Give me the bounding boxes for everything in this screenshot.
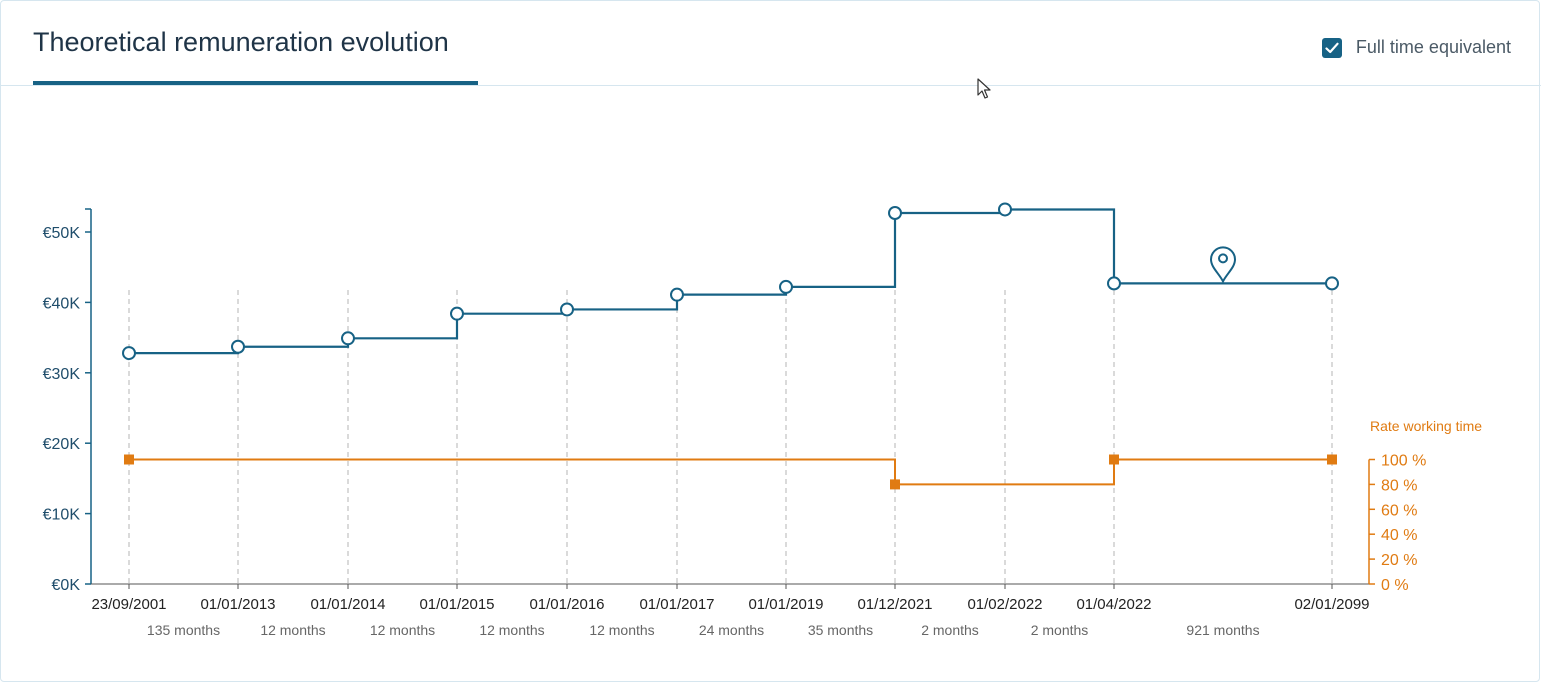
x-tick-label: 01/12/2021 xyxy=(857,596,932,613)
x-tick-label: 01/01/2014 xyxy=(310,596,385,613)
x-tick-label: 01/04/2022 xyxy=(1076,596,1151,613)
duration-label: 12 months xyxy=(260,622,325,638)
remuneration-point xyxy=(1107,276,1121,291)
duration-label: 12 months xyxy=(370,622,435,638)
duration-label: 921 months xyxy=(1186,622,1259,638)
right-tick-label: 0 % xyxy=(1381,577,1409,594)
remuneration-point xyxy=(670,287,684,302)
right-tick-label: 100 % xyxy=(1381,453,1426,470)
y-tick-label: €0K xyxy=(52,577,81,594)
duration-label: 35 months xyxy=(808,622,873,638)
y-tick-label: €40K xyxy=(43,295,81,312)
duration-label: 2 months xyxy=(921,622,979,638)
y-tick-label: €20K xyxy=(43,436,81,453)
remuneration-point xyxy=(998,202,1012,217)
location-pin-icon xyxy=(1209,246,1237,284)
checkmark-icon xyxy=(1325,42,1339,53)
fte-label: Full time equivalent xyxy=(1355,37,1511,57)
x-tick-label: 01/01/2017 xyxy=(639,596,714,613)
remuneration-point xyxy=(888,205,902,220)
right-tick-label: 20 % xyxy=(1381,552,1417,569)
duration-label: 12 months xyxy=(589,622,654,638)
remuneration-point xyxy=(341,331,355,346)
right-axis-title: Rate working time xyxy=(1370,418,1482,434)
y-tick-label: €50K xyxy=(43,225,81,242)
right-tick-label: 80 % xyxy=(1381,477,1417,494)
rate-point xyxy=(890,479,900,490)
remuneration-line xyxy=(129,208,1332,355)
rate-point xyxy=(1327,454,1337,465)
x-tick-label: 01/02/2022 xyxy=(967,596,1042,613)
duration-label: 135 months xyxy=(147,622,220,638)
page-title: Theoretical remuneration evolution xyxy=(33,27,449,57)
right-tick-label: 40 % xyxy=(1381,527,1417,544)
right-tick-label: 60 % xyxy=(1381,502,1417,519)
remuneration-point xyxy=(122,346,136,361)
mouse-cursor-icon xyxy=(977,78,991,99)
fte-toggle[interactable]: Full time equivalent xyxy=(1321,37,1511,58)
remuneration-point xyxy=(1325,276,1339,291)
x-tick-label: 01/01/2019 xyxy=(748,596,823,613)
x-tick-label: 01/01/2016 xyxy=(529,596,604,613)
y-tick-label: €30K xyxy=(43,366,81,383)
duration-label: 2 months xyxy=(1031,622,1089,638)
title-underline xyxy=(33,81,478,85)
y-tick-label: €10K xyxy=(43,507,81,524)
x-tick-label: 23/09/2001 xyxy=(91,596,166,613)
rate-point xyxy=(1109,454,1119,465)
x-tick-label: 01/01/2015 xyxy=(419,596,494,613)
rate-line xyxy=(129,458,1332,486)
fte-checkbox[interactable] xyxy=(1321,37,1342,58)
location-pin-dot xyxy=(1218,253,1228,264)
remuneration-point xyxy=(779,279,793,294)
x-tick-label: 01/01/2013 xyxy=(200,596,275,613)
remuneration-point xyxy=(231,339,245,354)
remuneration-point xyxy=(560,302,574,317)
remuneration-point xyxy=(450,306,464,321)
x-tick-label: 02/01/2099 xyxy=(1294,596,1369,613)
duration-label: 12 months xyxy=(479,622,544,638)
duration-label: 24 months xyxy=(699,622,764,638)
card-header: Theoretical remuneration evolution Full … xyxy=(1,1,1541,86)
rate-point xyxy=(124,454,134,465)
